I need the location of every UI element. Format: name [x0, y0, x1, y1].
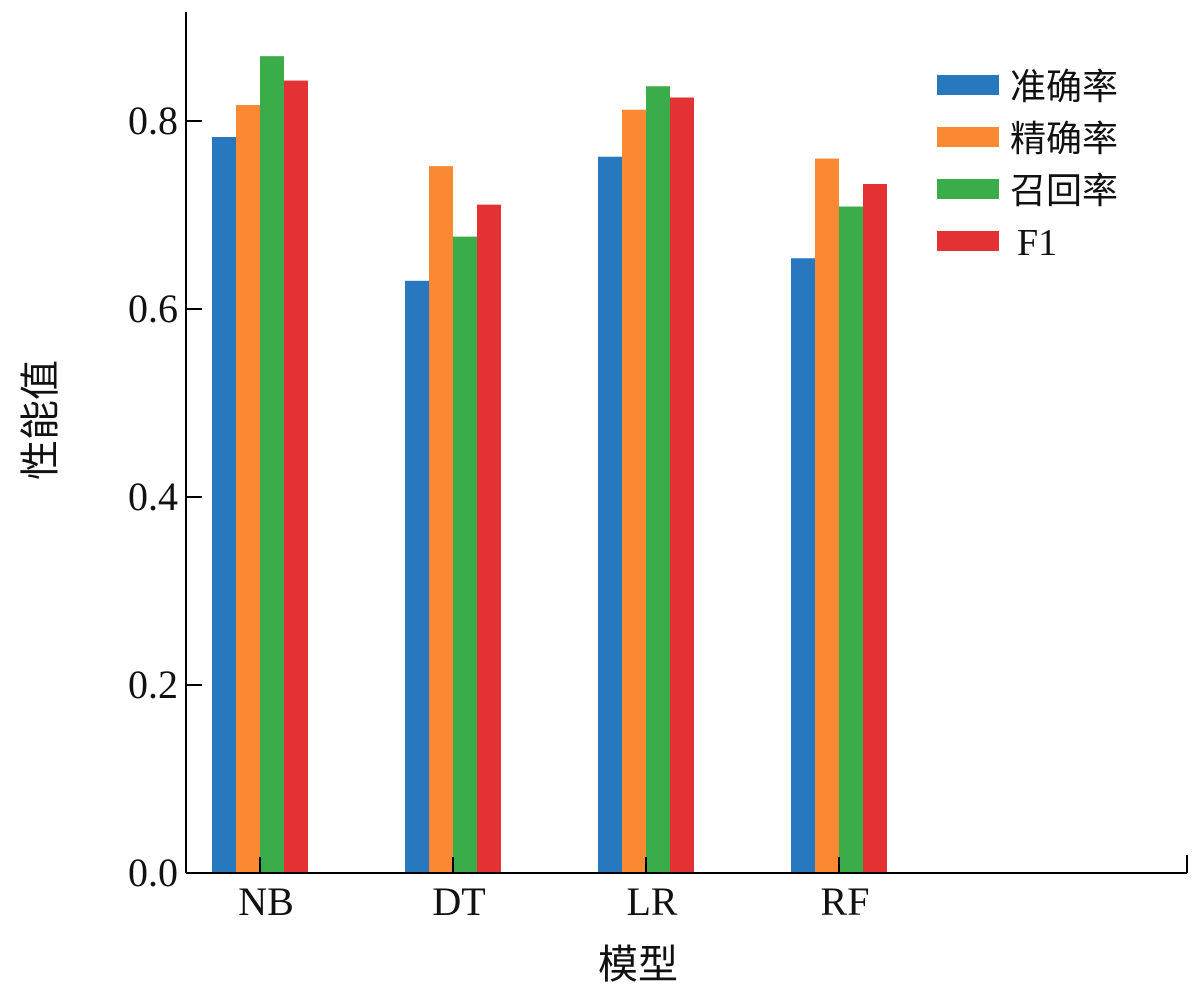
x-tick-label: RF: [821, 879, 870, 924]
y-tick-label: 0.4: [128, 474, 178, 519]
bar-nb-1: [212, 136, 236, 874]
x-tick-label: NB: [238, 879, 294, 924]
bar-rf-3: [839, 206, 863, 874]
bar-lr-4: [670, 97, 694, 873]
legend-label: 准确率: [1010, 67, 1118, 108]
bar-nb-2: [236, 105, 260, 873]
bars-group: [212, 56, 887, 874]
legend-swatch: [937, 127, 999, 147]
y-tick-label: 0.0: [128, 850, 178, 895]
bar-rf-4: [863, 183, 887, 874]
legend-swatch: [937, 231, 999, 251]
y-tick-label: 0.2: [128, 662, 178, 707]
x-tick-label: LR: [626, 879, 677, 924]
y-axis-ticks: 0.0 0.2 0.4 0.6 0.8: [128, 98, 202, 895]
legend-label: 精确率: [1010, 119, 1118, 160]
x-tick-label: DT: [432, 879, 485, 924]
x-axis-ticks: NB DT LR RF: [238, 857, 869, 924]
bar-nb-3: [260, 56, 284, 873]
bar-rf-1: [791, 258, 815, 873]
legend-label: 召回率: [1010, 171, 1118, 212]
bar-lr-2: [622, 109, 646, 874]
bar-rf-2: [815, 158, 839, 874]
y-tick-label: 0.8: [128, 98, 178, 143]
y-axis-title: 性能值: [18, 360, 64, 480]
legend-swatch: [937, 75, 999, 95]
legend-swatch: [937, 179, 999, 199]
bar-dt-2: [429, 166, 453, 873]
bar-dt-1: [405, 280, 429, 873]
legend-label: F1: [1017, 222, 1057, 264]
bar-dt-3: [453, 236, 477, 873]
y-tick-label: 0.6: [128, 286, 178, 331]
bar-lr-3: [646, 86, 670, 874]
x-axis-title: 模型: [598, 942, 678, 987]
bar-dt-4: [477, 204, 501, 873]
bar-nb-4: [284, 80, 308, 873]
bar-lr-1: [598, 156, 622, 874]
